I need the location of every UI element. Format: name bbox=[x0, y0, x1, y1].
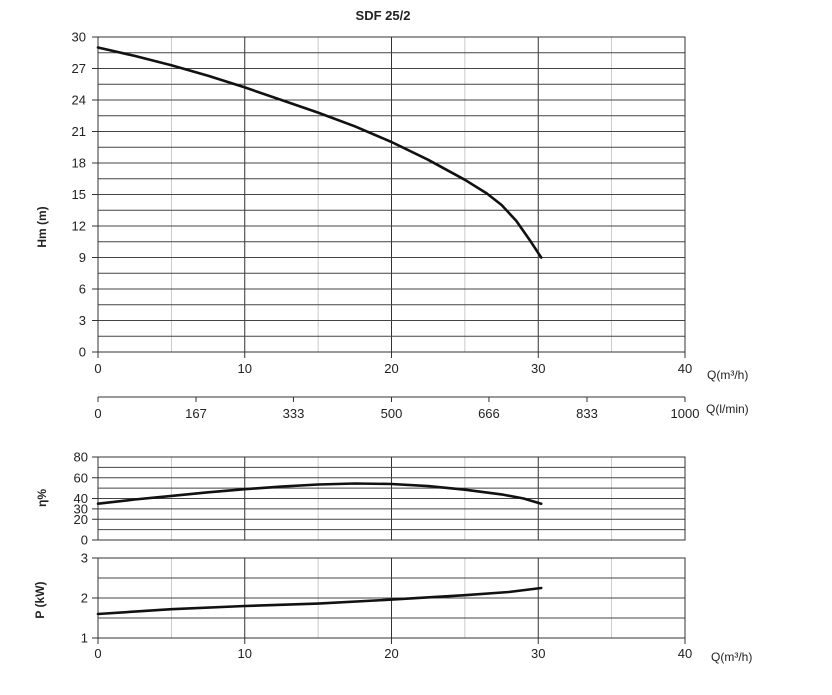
head-xtick-label: 40 bbox=[678, 361, 692, 376]
head-xtick-label: 10 bbox=[238, 361, 252, 376]
head-ytick-label: 6 bbox=[79, 282, 86, 297]
efficiency-ytick-label: 60 bbox=[74, 470, 88, 485]
power-ytick-label: 1 bbox=[81, 631, 88, 646]
head-xaxis-title: Q(m³/h) bbox=[707, 368, 748, 382]
power-ytick-label: 2 bbox=[81, 591, 88, 606]
flow-lmin-tick-label: 666 bbox=[478, 406, 500, 421]
power-xtick-label: 40 bbox=[678, 646, 692, 661]
head-ytick-label: 12 bbox=[72, 219, 86, 234]
flow-lmin-axis-title: Q(l/min) bbox=[706, 402, 749, 416]
efficiency-ytick-label: 20 bbox=[74, 512, 88, 527]
efficiency-ytick-label: 40 bbox=[74, 491, 88, 506]
flow-lmin-tick-label: 500 bbox=[381, 406, 403, 421]
power-xtick-label: 0 bbox=[94, 646, 101, 661]
efficiency-ytick-label: 30 bbox=[74, 501, 88, 516]
chart-title: SDF 25/2 bbox=[356, 8, 411, 23]
head-ytick-label: 21 bbox=[72, 124, 86, 139]
efficiency-curve-line bbox=[96, 482, 543, 505]
power-xaxis-title: Q(m³/h) bbox=[711, 650, 752, 664]
head-ytick-label: 3 bbox=[79, 313, 86, 328]
head-xtick-label: 20 bbox=[384, 361, 398, 376]
head-ytick-label: 24 bbox=[72, 93, 86, 108]
power-curve-line bbox=[96, 586, 543, 616]
power-grid bbox=[97, 557, 686, 639]
power-xtick-label: 20 bbox=[384, 646, 398, 661]
flow-lmin-tick-label: 0 bbox=[94, 406, 101, 421]
head-ytick-label: 18 bbox=[72, 156, 86, 171]
head-ytick-label: 15 bbox=[72, 187, 86, 202]
head-ytick-label: 27 bbox=[72, 61, 86, 76]
efficiency-ytick-label: 0 bbox=[81, 533, 88, 548]
power-ytick-label: 3 bbox=[81, 551, 88, 566]
head-ytick-label: 0 bbox=[79, 345, 86, 360]
head-ytick-label: 30 bbox=[72, 30, 86, 45]
head-grid bbox=[97, 36, 686, 353]
power-xtick-label: 10 bbox=[238, 646, 252, 661]
flow-lmin-tick-label: 1000 bbox=[671, 406, 700, 421]
efficiency-ytick-label: 80 bbox=[74, 450, 88, 465]
head-xtick-label: 30 bbox=[531, 361, 545, 376]
efficiency-yaxis-title: η% bbox=[35, 489, 49, 507]
flow-lmin-tick-label: 333 bbox=[283, 406, 305, 421]
head-yaxis-title: Hm (m) bbox=[35, 206, 49, 247]
head-curve-line bbox=[96, 46, 543, 259]
flow-lmin-tick-label: 167 bbox=[185, 406, 207, 421]
efficiency-grid bbox=[97, 456, 686, 541]
power-xtick-label: 30 bbox=[531, 646, 545, 661]
head-xtick-label: 0 bbox=[94, 361, 101, 376]
power-yaxis-title: P (kW) bbox=[33, 581, 47, 618]
flow-lmin-tick-label: 833 bbox=[576, 406, 598, 421]
head-ytick-label: 9 bbox=[79, 250, 86, 265]
